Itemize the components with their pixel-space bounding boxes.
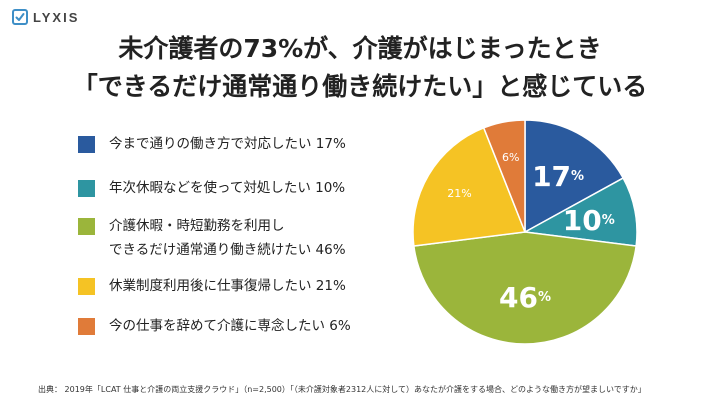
- legend-item: 休業制度利用後に仕事復帰したい 21%: [78, 277, 346, 298]
- legend-label-line: できるだけ通常通り働き続けたい 46%: [109, 242, 346, 258]
- legend-label-line: 休業制度利用後に仕事復帰したい 21%: [109, 278, 346, 294]
- legend-item: 今まで通りの働き方で対応したい 17%: [78, 135, 346, 156]
- pie-slice: [482, 119, 526, 233]
- legend-swatch: [78, 136, 95, 153]
- source-note: 出典： 2019年「LCAT 仕事と介護の両立支援クラウド」（n=2,500）「…: [38, 385, 646, 394]
- data-label: 17%: [532, 160, 584, 193]
- pie-slice: [412, 126, 527, 247]
- legend-swatch: [78, 318, 95, 335]
- legend-item: 年次休暇などを使って対処したい 10%: [78, 179, 345, 200]
- pie-chart: 17% 10% 46% 21% 6%: [412, 119, 638, 345]
- title-line-2: 「できるだけ通常通り働き続けたい」と感じている: [72, 72, 648, 101]
- legend-item: 介護休暇・時短勤務を利用しできるだけ通常通り働き続けたい 46%: [78, 217, 346, 262]
- legend-label-line: 年次休暇などを使って対処したい 10%: [109, 180, 346, 196]
- title-line-1: 未介護者の73%が、介護がはじまったとき: [118, 34, 602, 63]
- data-label: 10%: [563, 203, 615, 236]
- lyxis-logo-icon: [12, 9, 28, 25]
- legend-label: 介護休暇・時短勤務を利用しできるだけ通常通り働き続けたい 46%: [109, 214, 346, 262]
- legend-item: 今の仕事を辞めて介護に専念したい 6%: [78, 317, 351, 338]
- legend-label-line: 介護休暇・時短勤務を利用し: [109, 218, 285, 234]
- legend-label: 今まで通りの働き方で対応したい 17%: [109, 132, 346, 156]
- legend-label-line: 今まで通りの働き方で対応したい 17%: [109, 136, 346, 152]
- pie-slice: [524, 119, 625, 234]
- data-label: 6%: [502, 151, 519, 164]
- brand-logo: LYXIS: [12, 9, 79, 25]
- legend-swatch: [78, 218, 95, 235]
- legend-label: 休業制度利用後に仕事復帰したい 21%: [109, 274, 346, 298]
- page-title: 未介護者の73%が、介護がはじまったとき 「できるだけ通常通り働き続けたい」と感…: [0, 30, 720, 106]
- legend-label-line: 今の仕事を辞めて介護に専念したい 6%: [109, 318, 351, 334]
- legend-label: 年次休暇などを使って対処したい 10%: [109, 176, 345, 200]
- legend-label: 今の仕事を辞めて介護に専念したい 6%: [109, 314, 351, 338]
- legend-swatch: [78, 278, 95, 295]
- data-label: 46%: [499, 280, 551, 313]
- data-label: 21%: [447, 187, 471, 200]
- pie-slice: [413, 231, 637, 345]
- brand-name: LYXIS: [33, 9, 80, 25]
- legend-swatch: [78, 180, 95, 197]
